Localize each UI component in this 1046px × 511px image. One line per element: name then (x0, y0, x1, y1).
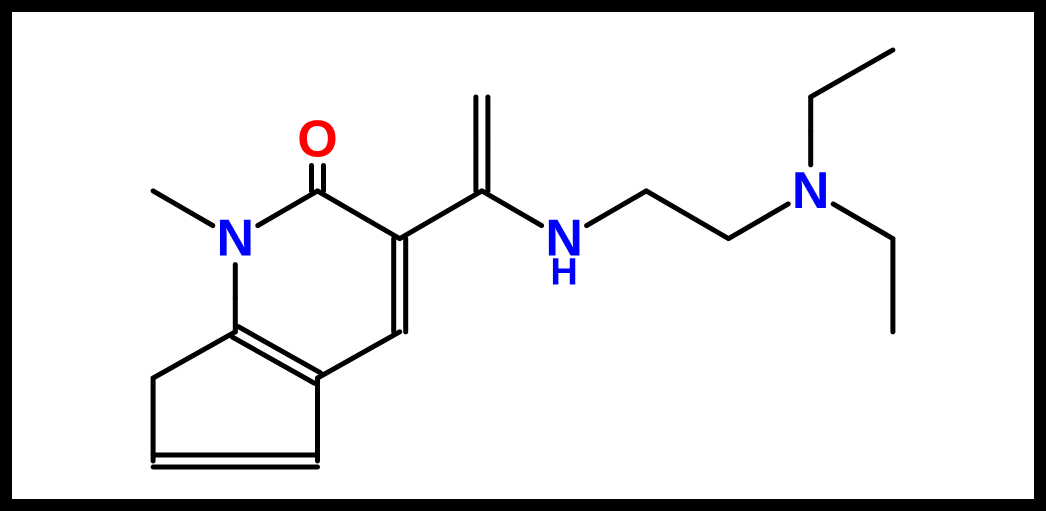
atom-o: O (297, 111, 337, 169)
atom-n: N (792, 162, 830, 220)
atom-n: N (217, 210, 255, 268)
card-background (12, 12, 1034, 499)
atom-h-label: H (550, 252, 577, 294)
molecule-diagram: NONHN (0, 0, 1046, 511)
